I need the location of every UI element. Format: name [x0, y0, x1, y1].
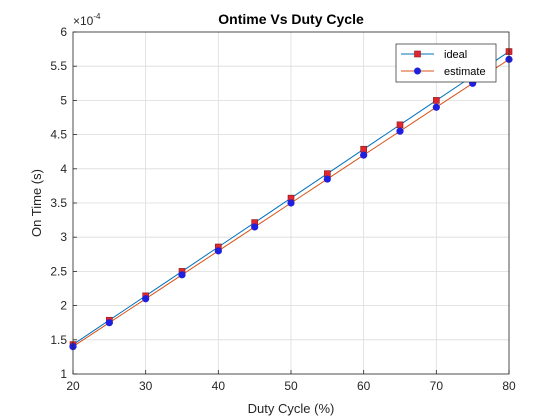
legend-ideal-marker: [414, 50, 421, 58]
series-estimate-point: [251, 223, 259, 231]
y-tick-label: 4: [60, 162, 67, 176]
y-tick-label: 4.5: [50, 128, 67, 142]
y-tick-label: 1: [60, 367, 67, 381]
x-tick-label: 50: [284, 379, 298, 393]
series-estimate-point: [178, 271, 186, 279]
chart-title: Ontime Vs Duty Cycle: [218, 11, 364, 27]
x-tick-label: 40: [212, 379, 226, 393]
series-ideal-point: [433, 97, 440, 104]
y-tick-label: 2: [60, 299, 67, 313]
legend-estimate-marker: [414, 67, 421, 75]
series-estimate-point: [360, 151, 368, 159]
x-tick-label: 70: [430, 379, 444, 393]
x-tick-label: 30: [139, 379, 153, 393]
series-estimate-point: [432, 103, 440, 111]
y-axis-label: On Time (s): [29, 169, 44, 237]
y-exponent-label: ×10-4: [73, 12, 101, 28]
x-tick-label: 20: [66, 379, 80, 393]
y-tick-label: 6: [60, 25, 67, 39]
y-tick-label: 5: [60, 93, 67, 107]
series-estimate-point: [142, 295, 150, 303]
legend-box: [395, 43, 497, 83]
legend: ideal estimate: [395, 43, 497, 83]
y-exponent-base: ×10: [73, 14, 94, 28]
x-axis-label: Duty Cycle (%): [248, 401, 335, 416]
series-estimate-point: [323, 175, 331, 183]
y-tick-label: 2.5: [50, 264, 67, 278]
legend-ideal-label: ideal: [444, 49, 467, 61]
x-tick-label: 80: [502, 379, 516, 393]
series-estimate-point: [396, 127, 404, 135]
series-estimate-point: [287, 199, 295, 207]
series-estimate-point: [105, 319, 113, 327]
ticks: 20 30 40 50 60 70 80 1 1.5 2 2.5 3 3.5 4 4.5 5 5.5 6: [50, 25, 516, 393]
x-tick-label: 60: [357, 379, 371, 393]
y-tick-label: 3.5: [50, 196, 67, 210]
legend-estimate-label: estimate: [444, 66, 486, 78]
series-ideal-point: [360, 145, 367, 153]
series-ideal-point: [396, 121, 404, 129]
y-tick-label: 5.5: [50, 59, 67, 73]
series-estimate-point: [214, 247, 222, 255]
y-exponent-power: -4: [93, 12, 101, 21]
y-tick-label: 3: [60, 230, 67, 244]
y-tick-label: 1.5: [50, 333, 67, 347]
